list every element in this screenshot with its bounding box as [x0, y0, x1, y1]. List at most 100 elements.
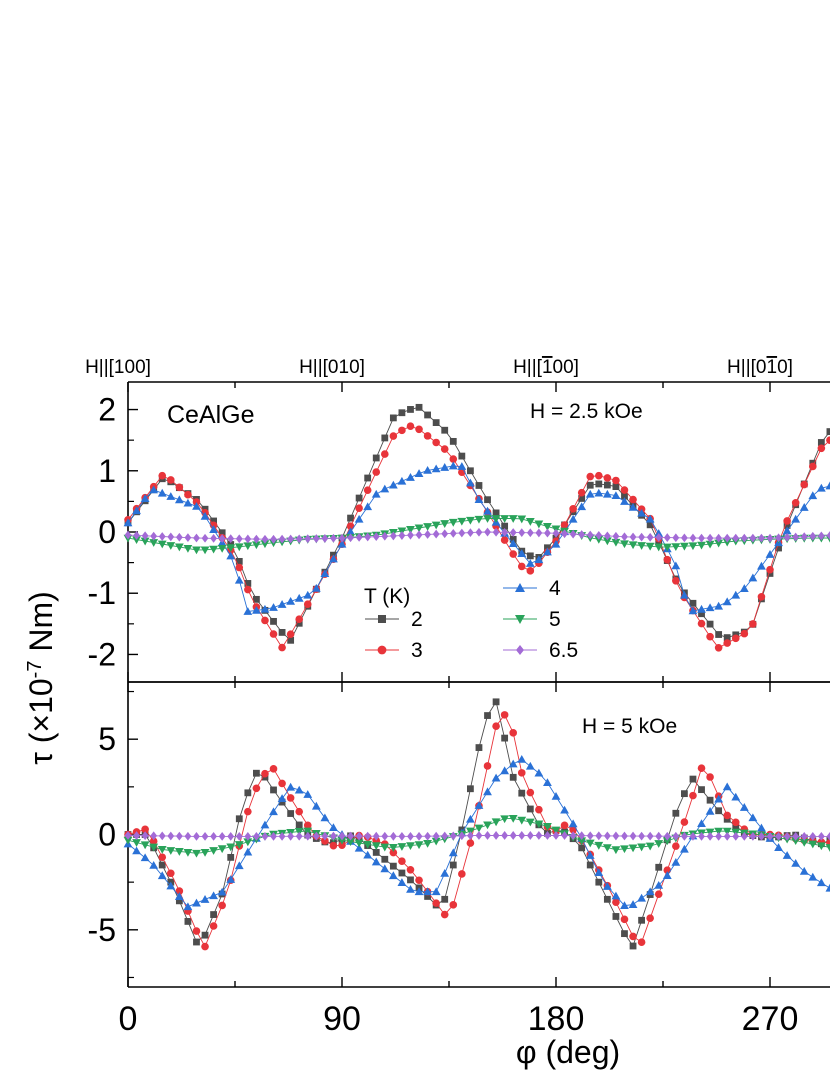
data-point	[483, 821, 492, 830]
data-point	[184, 831, 192, 841]
data-point	[235, 557, 243, 565]
data-point	[525, 818, 535, 827]
data-point	[303, 790, 313, 798]
data-point	[766, 533, 774, 543]
data-point	[577, 837, 587, 846]
data-point	[354, 843, 364, 852]
data-point	[689, 533, 697, 543]
data-point	[466, 516, 475, 525]
data-point	[825, 481, 830, 490]
data-point	[389, 831, 397, 841]
data-point	[397, 476, 407, 485]
data-point	[662, 871, 672, 879]
legend-marker	[377, 645, 387, 655]
data-point	[269, 603, 278, 611]
data-point	[278, 779, 286, 788]
data-point	[158, 471, 167, 480]
series-6_5	[124, 527, 830, 544]
data-point	[458, 452, 466, 460]
data-point	[808, 491, 818, 500]
data-point	[474, 515, 484, 524]
data-point	[149, 485, 159, 494]
data-point	[209, 545, 218, 554]
data-point	[826, 531, 830, 540]
data-point	[508, 814, 518, 823]
data-point	[466, 814, 475, 823]
panel-bottom-y-ticks: -5 0 5	[88, 690, 138, 979]
data-point	[817, 531, 825, 541]
data-point	[123, 836, 133, 845]
data-point	[380, 843, 390, 852]
data-point	[448, 518, 458, 527]
data-point	[637, 893, 646, 902]
direction-label: H||[100]	[85, 357, 151, 378]
data-point	[800, 532, 808, 542]
data-point	[698, 786, 705, 794]
y-label-part: τ (×10	[23, 678, 59, 764]
data-point	[132, 506, 141, 515]
data-point	[775, 544, 782, 552]
data-point	[809, 531, 817, 541]
legend-marker	[515, 583, 525, 592]
data-point	[697, 541, 706, 550]
data-point	[722, 538, 732, 547]
data-point	[270, 617, 277, 625]
data-point	[440, 868, 450, 877]
data-point	[740, 533, 748, 543]
data-point	[775, 832, 782, 841]
data-point	[183, 902, 193, 911]
data-point	[432, 419, 440, 426]
legend: T (K) 2 3 4 5 6.5	[364, 577, 578, 662]
data-point	[688, 606, 698, 615]
data-point	[697, 604, 706, 613]
data-point	[655, 831, 663, 841]
panel-top-annotation: H = 2.5 kOe	[530, 400, 643, 423]
data-point	[525, 761, 535, 770]
data-point	[157, 540, 167, 549]
data-point	[192, 546, 201, 555]
y-axis-label: τ (×10-7 Nm)	[23, 591, 59, 765]
data-point	[174, 892, 184, 900]
data-point	[158, 861, 166, 869]
data-point	[167, 532, 175, 542]
data-point	[501, 527, 509, 537]
data-point	[381, 531, 389, 541]
data-point	[441, 831, 449, 841]
data-point	[423, 523, 432, 531]
data-point	[715, 807, 723, 815]
data-point	[141, 825, 149, 834]
data-point	[681, 533, 688, 543]
data-point	[612, 831, 620, 841]
data-point	[672, 576, 680, 585]
data-point	[517, 754, 527, 763]
data-point	[628, 900, 638, 908]
data-point	[526, 831, 534, 840]
data-point	[234, 543, 244, 552]
data-point	[809, 462, 817, 471]
direction-label-part: H||[100]	[85, 357, 151, 378]
data-point	[714, 644, 723, 652]
data-point	[235, 832, 243, 841]
data-point	[167, 831, 175, 841]
data-point	[440, 445, 449, 453]
data-point	[585, 851, 595, 859]
y-tick-label: 2	[98, 392, 116, 428]
data-point	[355, 494, 363, 502]
data-point	[638, 831, 645, 841]
data-point	[689, 775, 697, 783]
legend-label: 2	[411, 608, 423, 631]
data-point	[646, 532, 654, 542]
data-point	[329, 823, 338, 832]
data-point	[602, 882, 612, 890]
data-point	[338, 831, 346, 841]
data-point	[261, 769, 269, 778]
data-point	[783, 517, 791, 525]
data-point	[595, 480, 603, 488]
data-point	[354, 839, 364, 848]
data-point	[449, 831, 457, 841]
data-point	[595, 878, 603, 886]
data-point	[364, 532, 372, 542]
data-point	[175, 831, 183, 841]
data-point	[149, 860, 159, 869]
